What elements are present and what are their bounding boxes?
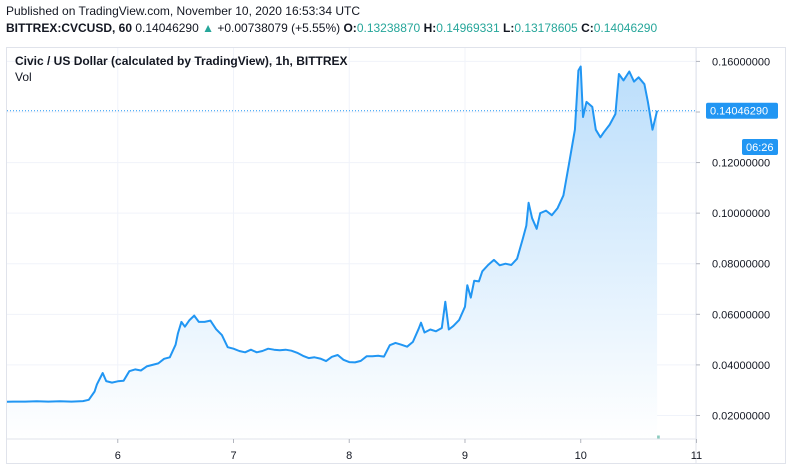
- y-tick-label: 0.10000000: [712, 208, 770, 220]
- y-tick-label: 0.08000000: [712, 259, 770, 271]
- volume-legend-label: Vol: [15, 70, 32, 84]
- x-tick-label: 9: [462, 450, 468, 462]
- high-value: 0.14969331: [436, 21, 500, 35]
- chart-title: Civic / US Dollar (calculated by Trading…: [15, 54, 348, 68]
- x-tick-label: 7: [230, 450, 236, 462]
- price-line: [7, 65, 659, 403]
- ohlc-line: BITTREX:CVCUSD, 60 0.14046290 ▲ +0.00738…: [6, 20, 786, 37]
- y-tick-label: 0.12000000: [712, 158, 770, 170]
- close-label: C:: [581, 21, 594, 35]
- y-tick-label: 0.06000000: [712, 309, 770, 321]
- y-tick-label: 0.16000000: [712, 56, 770, 68]
- last-value: 0.14046290: [135, 21, 199, 35]
- close-value: 0.14046290: [593, 21, 658, 35]
- time-axis[interactable]: 6 7 8 9 10 11: [115, 439, 702, 462]
- high-label: H:: [423, 21, 437, 35]
- y-tick-label: 0.02000000: [712, 410, 770, 422]
- x-tick-label: 10: [575, 450, 587, 462]
- y-tick-label: 0.04000000: [712, 360, 770, 372]
- price-area: [7, 66, 658, 439]
- x-tick-label: 6: [115, 450, 121, 462]
- change-value: +0.00738079 (+5.55%): [217, 21, 341, 35]
- chart-header: Published on TradingView.com, November 1…: [6, 3, 786, 37]
- x-tick-label: 8: [346, 450, 352, 462]
- open-label: O:: [343, 21, 357, 35]
- published-line: Published on TradingView.com, November 1…: [6, 4, 360, 18]
- last-price-value: 0.14046290: [710, 106, 768, 118]
- low-label: L:: [502, 21, 515, 35]
- chart-frame[interactable]: 0.160000000.140000000.120000000.10000000…: [6, 47, 786, 464]
- price-chart[interactable]: 0.160000000.140000000.120000000.10000000…: [7, 48, 785, 463]
- low-value: 0.13178605: [514, 21, 578, 35]
- up-triangle-icon: ▲: [202, 21, 215, 35]
- x-tick-label: 11: [691, 450, 702, 462]
- countdown-value: 06:26: [746, 142, 774, 154]
- volume-bar: [656, 435, 660, 439]
- open-value: 0.13238870: [356, 21, 421, 35]
- countdown-label: 06:26: [742, 139, 778, 155]
- last-price-label: 0.14046290: [706, 102, 778, 119]
- symbol-label: BITTREX:CVCUSD, 60: [6, 21, 133, 35]
